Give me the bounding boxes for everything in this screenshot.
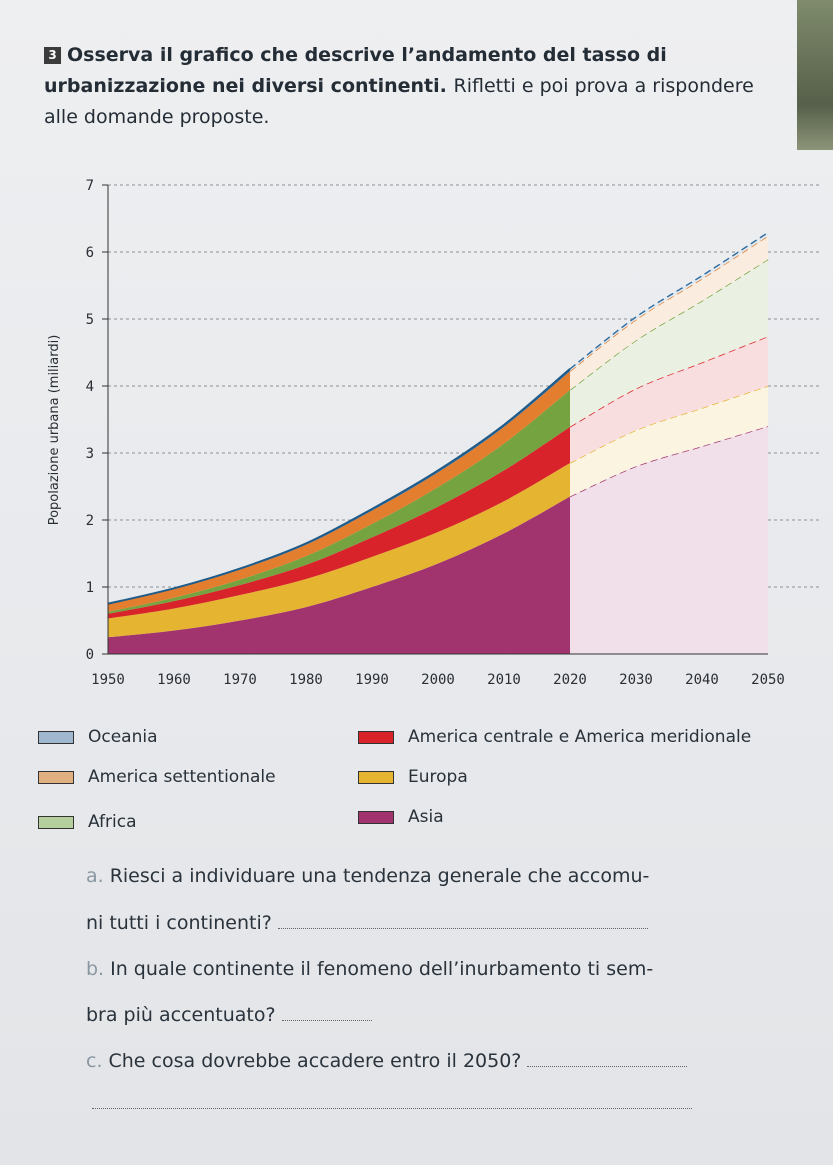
legend-item-oceania: Oceania (38, 727, 158, 747)
area-europa (108, 463, 570, 638)
photo-edge (797, 0, 833, 150)
area-projection-oceania (570, 232, 768, 372)
legend-item-america-settentionale: America settentionale (38, 767, 276, 787)
legend-label-america-centrale-e-america-meridionale: America centrale e America meridionale (408, 727, 752, 747)
x-tick-label-1990: 1990 (355, 672, 389, 688)
area-projection-america-settentionale (570, 235, 768, 391)
y-tick-label-7: 7 (86, 178, 94, 194)
exercise-title: Osserva il grafico che descrive l’andame… (44, 44, 667, 97)
legend-item-europa: Europa (358, 767, 468, 787)
legend-swatch-europa (358, 770, 394, 784)
legend-item-africa: Africa (38, 812, 137, 832)
legend-label-europa: Europa (408, 767, 468, 787)
legend-swatch-america-settentionale (38, 770, 74, 784)
question-c-letter: c. (86, 1050, 103, 1072)
area-projection-america-centrale-e-america-meridionale (570, 336, 768, 464)
legend-swatch-oceania (38, 730, 74, 744)
answer-line-a[interactable] (277, 928, 648, 929)
legend-label-asia: Asia (408, 807, 444, 827)
legend-swatch-asia (358, 810, 394, 824)
y-tick-label-4: 4 (86, 379, 94, 395)
y-tick-label-0: 0 (86, 647, 94, 663)
answer-line-c[interactable] (527, 1066, 688, 1067)
y-tick-label-6: 6 (86, 245, 94, 261)
question-b-letter: b. (86, 958, 105, 980)
question-b-continued: bra più accentuato? (86, 1004, 372, 1026)
area-projection-africa (570, 259, 768, 427)
answer-line-b[interactable] (281, 1020, 372, 1021)
question-b: b. In quale continente il fenomeno dell’i… (86, 958, 653, 980)
y-tick-label-3: 3 (86, 446, 94, 462)
area-projection-asia (570, 426, 768, 654)
x-tick-label-2010: 2010 (487, 672, 521, 688)
x-tick-label-1980: 1980 (289, 672, 323, 688)
exercise-instructions: 3 Osserva il grafico che descrive l’andam… (44, 40, 784, 133)
x-tick-label-1960: 1960 (157, 672, 191, 688)
question-a-continued: ni tutti i continenti? (86, 912, 648, 934)
legend-label-oceania: Oceania (88, 727, 158, 747)
question-c-continued (86, 1092, 692, 1114)
y-axis-label: Popolazione urbana (miliardi) (47, 335, 62, 526)
legend-item-america-centrale-e-america-meridionale: America centrale e America meridionale (358, 727, 751, 747)
chart-areas (107, 231, 769, 654)
y-tick-label-2: 2 (86, 513, 94, 529)
x-tick-label-2020: 2020 (553, 672, 587, 688)
y-tick-label-5: 5 (86, 312, 94, 328)
legend-swatch-america-centrale-e-america-meridionale (358, 730, 394, 744)
x-tick-label-2030: 2030 (619, 672, 653, 688)
question-a: a. Riesci a individuare una tendenza gene… (86, 865, 649, 887)
legend-item-asia: Asia (358, 807, 444, 827)
legend-label-america-settentionale: America settentionale (88, 767, 276, 787)
x-tick-label-1950: 1950 (91, 672, 125, 688)
y-tick-label-1: 1 (86, 580, 94, 596)
chart-axes: 0 1 2 3 4 5 6 7 1950 1960 1970 1980 1990 2000 2010 2020… (86, 178, 785, 688)
question-a-letter: a. (86, 865, 104, 887)
projection-line-oceania (569, 231, 769, 370)
question-c: c. Che cosa dovrebbe accadere entro il 20… (86, 1050, 688, 1072)
legend-label-africa: Africa (88, 812, 137, 832)
question-a-text-2: ni tutti i continenti? (86, 912, 272, 934)
area-asia (108, 496, 570, 654)
answer-line-c-2[interactable] (92, 1108, 692, 1109)
exercise-subtitle: Rifletti e poi prova a rispondere alle d… (44, 75, 754, 128)
question-b-text: In quale continente il fenomeno dell’inu… (110, 958, 654, 980)
question-b-text-2: bra più accentuato? (86, 1004, 276, 1026)
urbanization-chart: 0 1 2 3 4 5 6 7 1950 1960 1970 1980 1990 2000 2010 2020… (47, 178, 820, 688)
question-a-text: Riesci a individuare una tendenza genera… (109, 865, 650, 887)
x-tick-label-2000: 2000 (421, 672, 455, 688)
x-tick-label-2050: 2050 (751, 672, 785, 688)
x-tick-label-1970: 1970 (223, 672, 257, 688)
exercise-number: 3 (44, 47, 61, 64)
x-tick-label-2040: 2040 (685, 672, 719, 688)
total-outline (107, 368, 571, 605)
legend-swatch-africa (38, 815, 74, 829)
question-c-text: Che cosa dovrebbe accadere entro il 2050… (108, 1050, 522, 1072)
area-projection-europa (570, 386, 768, 497)
